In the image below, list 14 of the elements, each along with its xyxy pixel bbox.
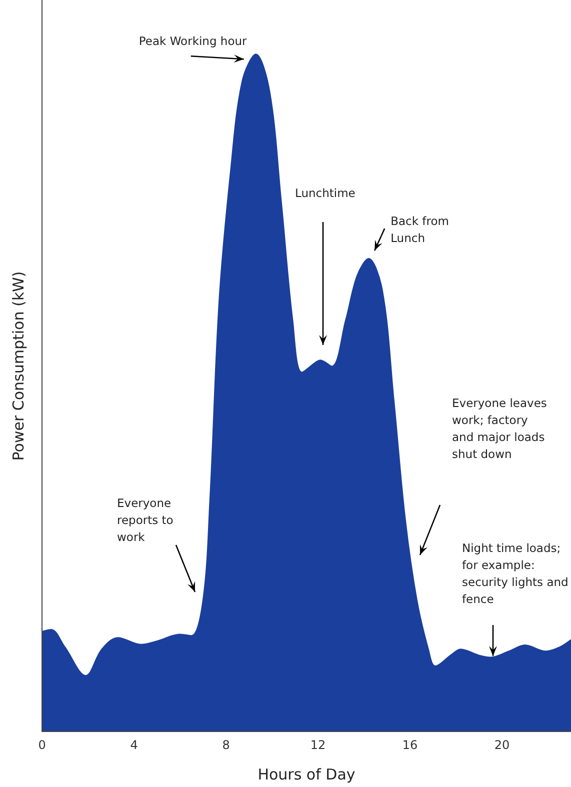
annotation: Back from Lunch <box>390 212 450 247</box>
x-tick-label: 20 <box>494 738 510 752</box>
annotation: Peak Working hour <box>138 33 248 50</box>
annotation: Everyone leaves work; factory and major loads shut down <box>452 395 548 463</box>
annotation: Everyone reports to work <box>117 495 174 546</box>
annotation: Night time loads; for example: security lights and fence <box>462 540 570 608</box>
x-tick-label: 8 <box>222 738 230 752</box>
x-tick-label: 4 <box>130 738 138 752</box>
y-axis-title: Power Consumption (kW) <box>9 271 28 461</box>
x-tick-label: 0 <box>38 738 46 752</box>
annotation: Lunchtime <box>295 185 356 202</box>
x-tick-label: 12 <box>310 738 326 752</box>
x-tick-label: 16 <box>402 738 418 752</box>
x-axis-title: Hours of Day <box>258 766 356 784</box>
